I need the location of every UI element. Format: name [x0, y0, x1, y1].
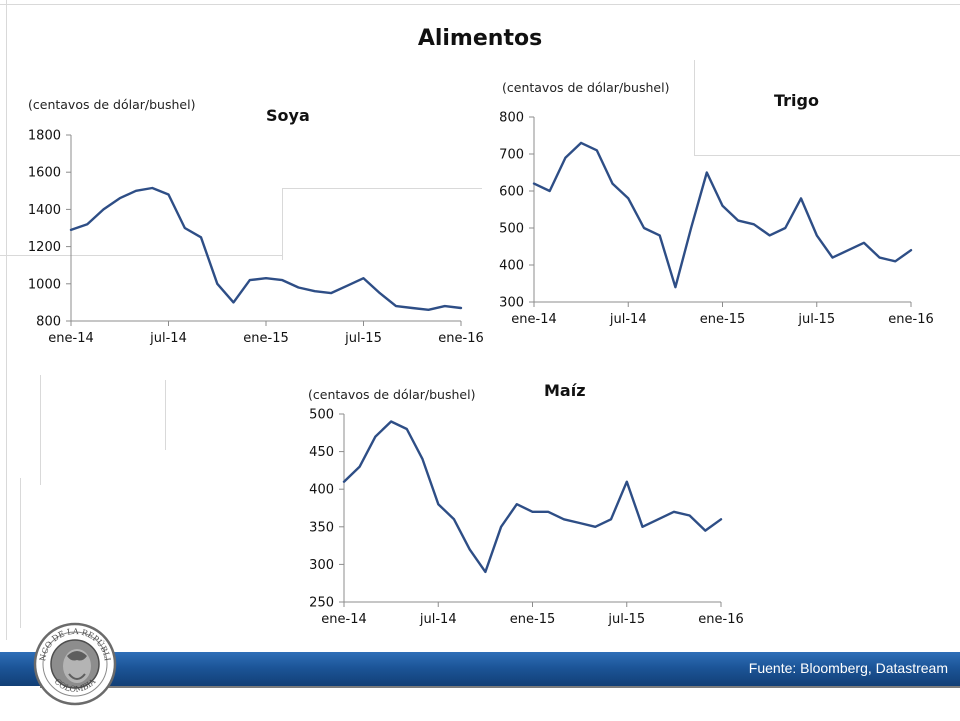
- x-tick-label: jul-14: [609, 312, 647, 327]
- unit-label: (centavos de dólar/bushel): [502, 80, 669, 95]
- y-tick-label: 1800: [28, 129, 61, 144]
- y-tick-label: 1600: [28, 166, 61, 181]
- x-tick-label: jul-15: [344, 331, 382, 346]
- chart-soya-svg: (centavos de dólar/bushel) Soya 800 1000 120…: [28, 97, 484, 346]
- y-tick-label: 1400: [28, 203, 61, 218]
- background-frame-line: [0, 4, 960, 5]
- price-series-line: [532, 141, 913, 289]
- background-frame-line: [20, 478, 21, 628]
- footer-divider: [40, 686, 960, 688]
- source-note: Fuente: Bloomberg, Datastream: [748, 660, 948, 676]
- background-frame-line: [0, 255, 282, 256]
- footer-bar: [0, 652, 960, 686]
- price-series-line: [69, 186, 463, 311]
- y-tick-label: 1000: [28, 277, 61, 292]
- chart-maiz: (centavos de dólar/bushel) Maíz 250 300 350 4…: [296, 378, 756, 648]
- x-tick-label: jul-15: [797, 312, 835, 327]
- background-frame-line: [165, 380, 166, 450]
- price-series-line: [342, 420, 723, 574]
- background-frame-line: [282, 188, 482, 189]
- x-tick-label: ene-16: [698, 612, 743, 627]
- y-tick-label: 700: [499, 148, 524, 163]
- chart-soya: (centavos de dólar/bushel) Soya 800 1000 120…: [16, 86, 484, 356]
- x-tick-label: ene-14: [48, 331, 93, 346]
- background-frame-line: [694, 155, 960, 156]
- slide-title: Alimentos: [417, 26, 543, 51]
- y-tick-label: 400: [309, 483, 334, 498]
- x-tick-label: ene-15: [700, 312, 745, 327]
- x-tick-label: ene-16: [888, 312, 933, 327]
- x-tick-label: ene-14: [321, 612, 366, 627]
- background-frame-line: [694, 60, 695, 155]
- y-tick-label: 800: [36, 315, 61, 330]
- x-tick-label: ene-15: [510, 612, 555, 627]
- chart-trigo-svg: (centavos de dólar/bushel) Trigo 300 400 500…: [499, 80, 934, 327]
- y-tick-label: 600: [499, 185, 524, 200]
- x-tick-label: jul-15: [607, 612, 645, 627]
- background-frame-line: [40, 375, 41, 485]
- x-tick-label: jul-14: [149, 331, 187, 346]
- y-tick-label: 300: [499, 296, 524, 311]
- y-tick-label: 350: [309, 520, 334, 535]
- chart-title: Trigo: [774, 91, 819, 110]
- chart-trigo: (centavos de dólar/bushel) Trigo 300 400 500…: [486, 74, 946, 344]
- y-tick-label: 400: [499, 259, 524, 274]
- y-tick-label: 1200: [28, 240, 61, 255]
- x-tick-label: jul-14: [419, 612, 457, 627]
- x-tick-label: ene-15: [243, 331, 288, 346]
- y-tick-label: 500: [309, 408, 334, 423]
- y-tick-label: 800: [499, 111, 524, 126]
- background-frame-line: [6, 0, 7, 640]
- x-tick-label: ene-16: [438, 331, 483, 346]
- unit-label: (centavos de dólar/bushel): [28, 97, 195, 112]
- unit-label: (centavos de dólar/bushel): [308, 387, 475, 402]
- chart-title: Soya: [266, 106, 310, 125]
- y-tick-label: 300: [309, 558, 334, 573]
- chart-maiz-svg: (centavos de dólar/bushel) Maíz 250 300 350 4…: [308, 381, 744, 627]
- banco-de-la-republica-logo: BANCO DE LA REPÚBLICA COLOMBIA: [33, 622, 117, 706]
- background-frame-line: [282, 188, 283, 260]
- x-tick-label: ene-14: [511, 312, 556, 327]
- y-tick-label: 500: [499, 222, 524, 237]
- y-tick-label: 450: [309, 445, 334, 460]
- chart-title: Maíz: [544, 381, 586, 400]
- y-tick-label: 250: [309, 596, 334, 611]
